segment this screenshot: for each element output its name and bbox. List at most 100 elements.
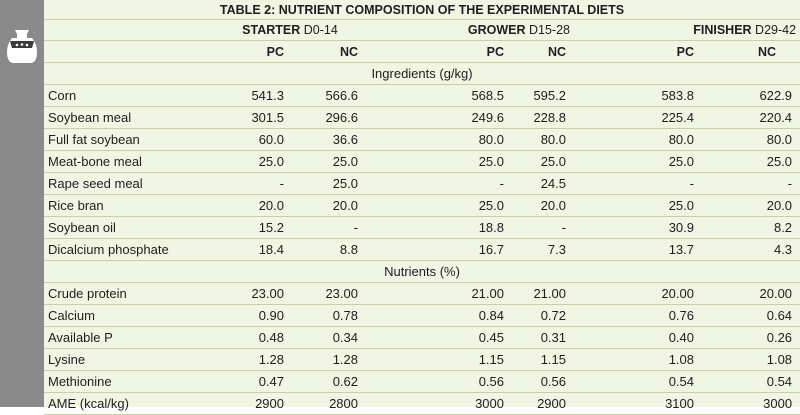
table-cell: 249.6 xyxy=(368,106,504,129)
table-cell: 0.54 xyxy=(700,370,800,393)
table-cell: 30.9 xyxy=(576,216,700,239)
table-cell: 25.0 xyxy=(576,150,700,173)
feed-sack-icon xyxy=(7,30,37,63)
table-cell: 568.5 xyxy=(368,84,504,107)
nutrient-table-panel: TABLE 2: NUTRIENT COMPOSITION OF THE EXP… xyxy=(44,0,800,415)
table-cell: 8.8 xyxy=(292,238,368,261)
table-row: Lysine 1.28 1.28 1.15 1.15 1.08 1.08 xyxy=(44,348,800,371)
phase-starter: STARTER D0-14 xyxy=(212,19,368,41)
row-label: AME (kcal/kg) xyxy=(44,392,212,415)
row-label: Calcium xyxy=(44,304,212,327)
section-title: Nutrients (%) xyxy=(44,260,800,283)
table-cell: 20.0 xyxy=(504,194,576,217)
table-cell: 2900 xyxy=(212,392,292,415)
table-row: Methionine 0.47 0.62 0.56 0.56 0.54 0.54 xyxy=(44,370,800,393)
phase-header-row: STARTER D0-14 GROWER D15-28 FINISHER D29… xyxy=(44,19,800,41)
table-cell: 36.6 xyxy=(292,128,368,151)
table-cell: 25.0 xyxy=(292,172,368,195)
table-cell: 80.0 xyxy=(504,128,576,151)
row-label: Soybean meal xyxy=(44,106,212,129)
table-cell: 80.0 xyxy=(368,128,504,151)
table-cell: 595.2 xyxy=(504,84,576,107)
table-cell: 23.00 xyxy=(212,282,292,305)
col-header: PC xyxy=(576,40,700,63)
table-cell: 18.4 xyxy=(212,238,292,261)
phase-finisher: FINISHER D29-42 xyxy=(576,19,800,41)
table-cell: - xyxy=(576,172,700,195)
table-row: Rape seed meal -25.0-24.5- - xyxy=(44,172,800,195)
table-cell: 4.3 xyxy=(700,238,800,261)
col-header: NC xyxy=(700,40,800,63)
table-cell: 0.48 xyxy=(212,326,292,349)
table-cell: 1.15 xyxy=(368,348,504,371)
table-cell: 3100 xyxy=(576,392,700,415)
table-cell: 18.8 xyxy=(368,216,504,239)
table-cell: 541.3 xyxy=(212,84,292,107)
table-cell: 1.08 xyxy=(576,348,700,371)
table-cell: 23.00 xyxy=(292,282,368,305)
table-cell: 25.0 xyxy=(212,150,292,173)
table-cell: 0.84 xyxy=(368,304,504,327)
table-cell: 20.00 xyxy=(576,282,700,305)
table-cell: 0.40 xyxy=(576,326,700,349)
table-cell: 16.7 xyxy=(368,238,504,261)
table-cell: 3000 xyxy=(700,392,800,415)
table-cell: 0.31 xyxy=(504,326,576,349)
table-row: Crude protein 23.00 23.00 21.00 21.00 20.00 20… xyxy=(44,282,800,305)
table-cell: 21.00 xyxy=(368,282,504,305)
table-cell: 0.26 xyxy=(700,326,800,349)
table-cell: 1.28 xyxy=(292,348,368,371)
table-cell: 0.72 xyxy=(504,304,576,327)
table-row: Soybean oil 15.2-18.8-30.9 8.2 xyxy=(44,216,800,239)
table-cell: 583.8 xyxy=(576,84,700,107)
table-cell: 3000 xyxy=(368,392,504,415)
row-label: Crude protein xyxy=(44,282,212,305)
table-cell: 20.0 xyxy=(700,194,800,217)
row-label: Rice bran xyxy=(44,194,212,217)
table-cell: 60.0 xyxy=(212,128,292,151)
table-cell: 0.76 xyxy=(576,304,700,327)
table-cell: 0.34 xyxy=(292,326,368,349)
table-row: Full fat soybean 60.0 36.6 80.0 80.0 80.0 80.0 xyxy=(44,128,800,151)
table-cell: 25.0 xyxy=(576,194,700,217)
col-header: NC xyxy=(292,40,368,63)
table-row: Meat-bone meal 25.0 25.0 25.0 25.0 25.0 25.0 xyxy=(44,150,800,173)
section-header: Nutrients (%) xyxy=(44,260,800,283)
table-cell: 220.4 xyxy=(700,106,800,129)
table-cell: 1.28 xyxy=(212,348,292,371)
table-cell: 0.56 xyxy=(504,370,576,393)
col-header: NC xyxy=(504,40,576,63)
table-row: Available P 0.48 0.34 0.45 0.31 0.40 0.26 xyxy=(44,326,800,349)
table-cell: 0.47 xyxy=(212,370,292,393)
table-cell: 0.62 xyxy=(292,370,368,393)
phase-grower: GROWER D15-28 xyxy=(368,19,576,41)
table-cell: 80.0 xyxy=(700,128,800,151)
row-label: Methionine xyxy=(44,370,212,393)
table-row: Dicalcium phosphate 18.4 8.8 16.7 7.3 13.7 4.3 xyxy=(44,238,800,261)
table-cell: 20.0 xyxy=(212,194,292,217)
section-header: Ingredients (g/kg) xyxy=(44,62,800,85)
table-cell: - xyxy=(700,172,800,195)
row-label: Dicalcium phosphate xyxy=(44,238,212,261)
table-cell: - xyxy=(292,216,368,239)
row-label: Lysine xyxy=(44,348,212,371)
table-cell: 20.00 xyxy=(700,282,800,305)
table-cell: 1.08 xyxy=(700,348,800,371)
table-cell: 228.8 xyxy=(504,106,576,129)
diet-header-row: PC NC PC NC PC NC xyxy=(44,40,800,63)
table-cell: 2800 xyxy=(292,392,368,415)
table-cell: 0.54 xyxy=(576,370,700,393)
col-header: PC xyxy=(212,40,292,63)
row-label: Soybean oil xyxy=(44,216,212,239)
table-cell: 0.78 xyxy=(292,304,368,327)
table-cell: 566.6 xyxy=(292,84,368,107)
table-cell: 25.0 xyxy=(504,150,576,173)
table-cell: 0.64 xyxy=(700,304,800,327)
table-cell: 296.6 xyxy=(292,106,368,129)
table-cell: 25.0 xyxy=(368,194,504,217)
table-row: Corn 541.3 566.6 568.5 595.2 583.8 622.9 xyxy=(44,84,800,107)
table-cell: 0.45 xyxy=(368,326,504,349)
table-cell: 8.2 xyxy=(700,216,800,239)
table-cell: - xyxy=(368,172,504,195)
table-title: TABLE 2: NUTRIENT COMPOSITION OF THE EXP… xyxy=(44,0,800,20)
